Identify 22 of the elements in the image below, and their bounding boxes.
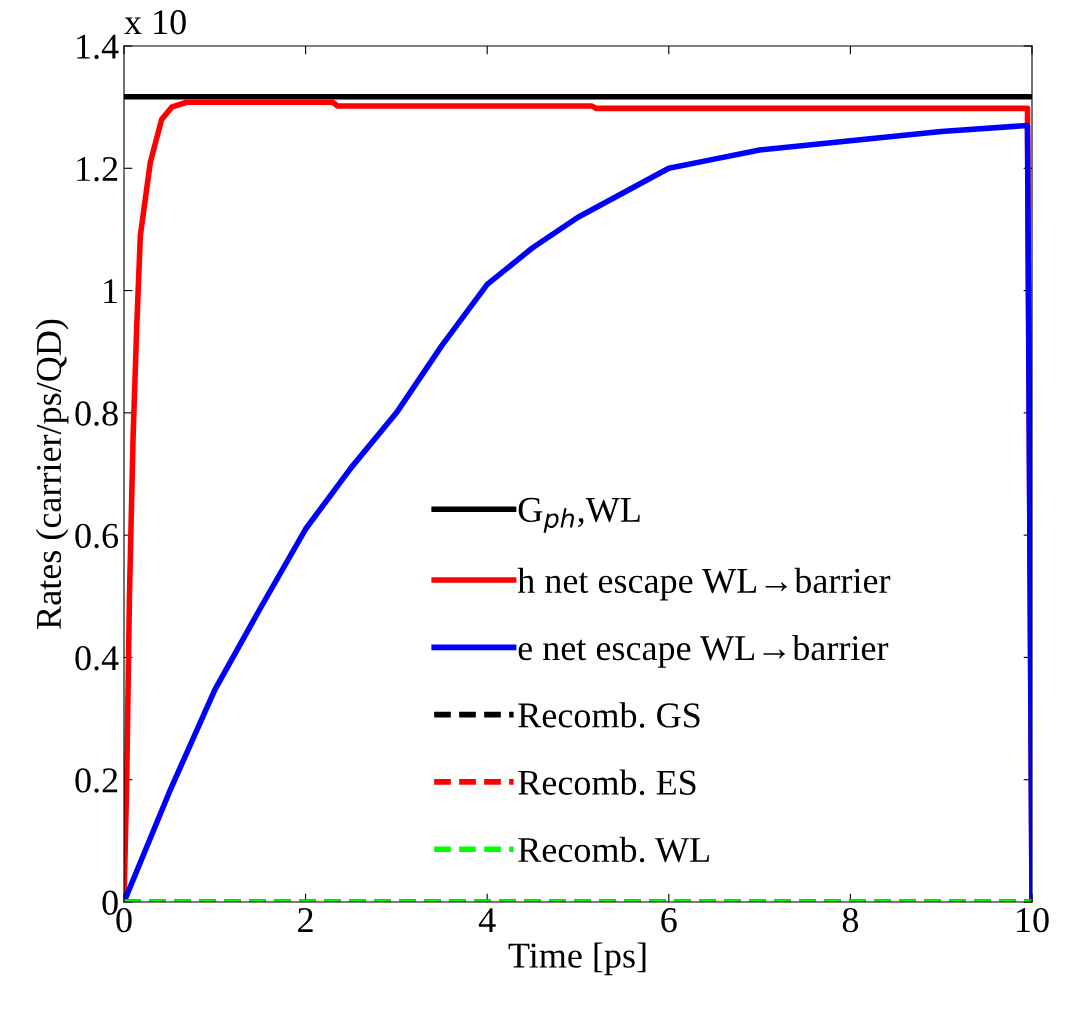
legend-label: e net escape WL→barrier (518, 634, 889, 668)
legend-label: h net escape WL→barrier (517, 567, 891, 601)
legend-label: Recomb. ES (518, 769, 696, 796)
x-tick-label: 2 (298, 908, 313, 932)
y-tick-label: 1.2 (77, 156, 118, 182)
y-tick-label: 0 (102, 890, 118, 915)
y-tick-label: 0.8 (75, 401, 118, 426)
x-tick-label: 4 (478, 908, 496, 932)
legend-label: Recomb. GS (518, 702, 700, 728)
text: x 10 (124, 10, 186, 35)
x-tick-label: 10 (1017, 907, 1049, 933)
y-axis-title: Rates (carrier/ps/QD) (35, 319, 69, 629)
x-tick-label: 6 (661, 908, 677, 933)
y-tick-label: 0.4 (75, 645, 119, 671)
y-tick-label: 1.4 (77, 34, 119, 60)
x-axis-title: Time [ps] (508, 942, 646, 976)
legend-label: G$_{ph}$,WL (518, 497, 640, 533)
y-tick-label: 0.2 (75, 768, 118, 793)
y-tick-label: 1 (104, 279, 117, 304)
legend-label: Recomb. WL (518, 836, 709, 863)
y-tick-label: 0.6 (75, 523, 119, 549)
x-tick-label: 8 (842, 907, 859, 933)
